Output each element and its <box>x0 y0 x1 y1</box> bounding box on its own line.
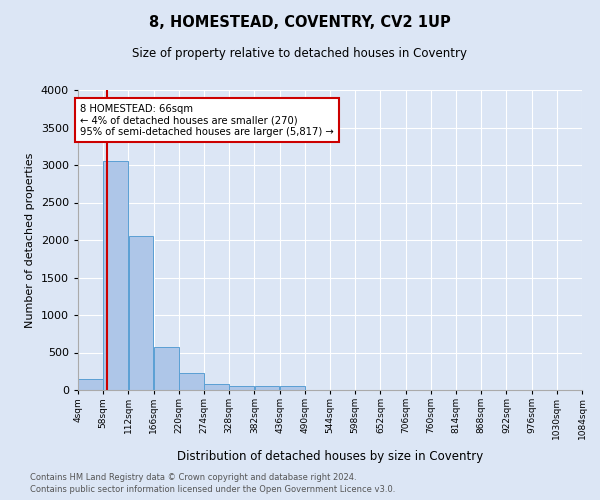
Bar <box>204 384 229 390</box>
Bar <box>179 373 204 390</box>
Text: Size of property relative to detached houses in Coventry: Size of property relative to detached ho… <box>133 48 467 60</box>
Bar <box>78 379 103 390</box>
Bar <box>103 161 128 390</box>
Bar <box>280 386 305 390</box>
Y-axis label: Number of detached properties: Number of detached properties <box>25 152 35 328</box>
Bar <box>254 386 280 390</box>
Text: Contains HM Land Registry data © Crown copyright and database right 2024.: Contains HM Land Registry data © Crown c… <box>30 472 356 482</box>
Text: 8 HOMESTEAD: 66sqm
← 4% of detached houses are smaller (270)
95% of semi-detache: 8 HOMESTEAD: 66sqm ← 4% of detached hous… <box>80 104 334 136</box>
Bar <box>128 236 154 390</box>
Bar <box>154 347 179 390</box>
Text: Distribution of detached houses by size in Coventry: Distribution of detached houses by size … <box>177 450 483 463</box>
Text: Contains public sector information licensed under the Open Government Licence v3: Contains public sector information licen… <box>30 485 395 494</box>
Bar <box>229 386 254 390</box>
Text: 8, HOMESTEAD, COVENTRY, CV2 1UP: 8, HOMESTEAD, COVENTRY, CV2 1UP <box>149 15 451 30</box>
